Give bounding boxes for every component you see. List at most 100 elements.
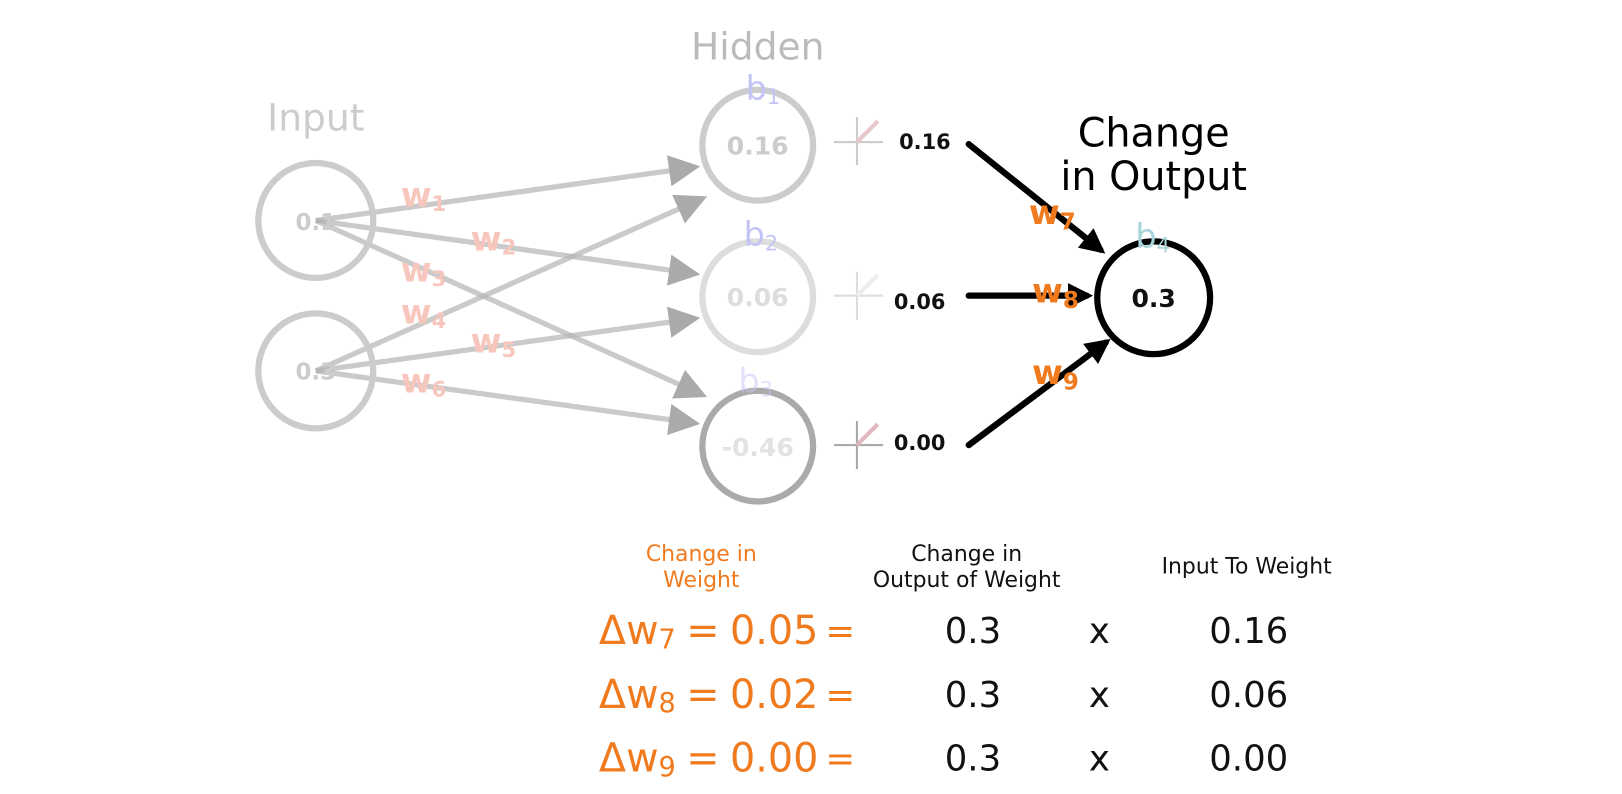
times: x	[1089, 611, 1110, 652]
weight-label: w1	[401, 175, 446, 216]
weight-index: 6	[432, 378, 447, 402]
bias-symbol: b	[744, 215, 765, 254]
connection	[315, 217, 701, 286]
activation-icon	[833, 271, 884, 320]
weight-label: w6	[401, 361, 446, 402]
weight-index: 7	[1060, 209, 1076, 235]
equals: =	[825, 739, 855, 780]
table-header: Change in	[911, 542, 1022, 567]
bias-symbol: b	[738, 361, 759, 400]
bias-index: 3	[760, 378, 773, 402]
times: x	[1089, 739, 1110, 780]
weight-index: 9	[659, 751, 676, 782]
bias-index: 2	[765, 231, 778, 255]
bias-index: 1	[767, 85, 780, 109]
input-value: 0.06	[1209, 675, 1288, 716]
weight-symbol: w	[401, 292, 432, 331]
connection	[314, 218, 708, 399]
bias-symbol: b	[746, 68, 767, 107]
delta: Δ	[599, 735, 626, 781]
bias-label: b4	[1135, 217, 1170, 258]
weight-symbol: w	[626, 671, 658, 717]
activation-icon	[833, 117, 884, 166]
output-connection	[965, 338, 1111, 449]
weight-change: Δw7 = 0.05	[599, 608, 818, 655]
weight-symbol: w	[1032, 353, 1063, 392]
input-connections	[314, 155, 708, 436]
weight-index: 9	[1063, 369, 1079, 395]
input-value: 0.16	[1209, 611, 1288, 652]
weight-index: 1	[432, 192, 447, 216]
weight-symbol: w	[626, 608, 658, 654]
bias-label: b3	[738, 361, 773, 402]
weight-change: Δw9 = 0.00	[599, 735, 818, 782]
weight-symbol: w	[1029, 193, 1060, 232]
output-change: 0.3	[945, 739, 1001, 780]
weight-change: Δw8 = 0.02	[599, 671, 818, 718]
change-value: 0.00	[730, 735, 818, 781]
weight-symbol: w	[401, 250, 432, 289]
weight-label: w2	[471, 219, 516, 260]
connection	[315, 368, 701, 436]
weight-label: w9	[1032, 353, 1079, 395]
weight-index: 7	[659, 624, 676, 655]
hidden-value: 0.06	[727, 283, 789, 312]
weight-symbol: w	[626, 735, 658, 781]
activation-icon	[833, 421, 884, 470]
input-title: Input	[267, 96, 364, 140]
connection	[314, 194, 708, 374]
weight-index: 5	[502, 338, 517, 362]
delta: Δ	[599, 671, 626, 717]
weight-index: 4	[432, 309, 447, 333]
weight-index: 8	[659, 688, 676, 719]
weight-label: w8	[1032, 271, 1079, 313]
output-change: 0.3	[945, 675, 1001, 716]
output-change: 0.3	[945, 611, 1001, 652]
weight-symbol: w	[401, 361, 432, 400]
hidden-node	[699, 238, 817, 356]
equals: =	[686, 735, 719, 781]
input-value: 0.3	[295, 359, 336, 385]
delta: Δ	[599, 608, 626, 654]
connection	[315, 155, 701, 224]
equals: =	[825, 675, 855, 716]
hidden-title: Hidden	[691, 25, 824, 69]
equals: =	[686, 608, 719, 654]
times: x	[1089, 675, 1110, 716]
input-node	[255, 310, 377, 432]
hidden-value: -0.46	[722, 433, 794, 462]
change-value: 0.05	[730, 608, 818, 654]
input-node	[255, 159, 377, 282]
weight-index: 8	[1063, 287, 1079, 313]
weight-symbol: w	[1032, 271, 1063, 310]
table-header: Weight	[663, 568, 740, 593]
bias-index: 4	[1157, 234, 1170, 258]
weight-index: 3	[432, 267, 447, 291]
weight-label: w7	[1029, 193, 1076, 235]
weight-symbol: w	[471, 321, 502, 360]
hidden-value: 0.16	[727, 131, 789, 160]
output-node	[1094, 238, 1214, 358]
weight-symbol: w	[471, 219, 502, 258]
weight-label: w3	[401, 250, 446, 291]
activation-value: 0.16	[899, 130, 951, 154]
equals: =	[686, 671, 719, 717]
weight-index: 2	[502, 236, 517, 260]
connection	[315, 306, 701, 374]
equals: =	[825, 611, 855, 652]
hidden-node	[699, 86, 817, 204]
weight-label: w5	[471, 321, 516, 362]
activation-icons	[833, 117, 884, 470]
activation-value: 0.06	[894, 290, 946, 314]
input-value: 0.1	[295, 210, 336, 236]
table-header: Change in	[646, 542, 757, 567]
output-title: Change	[1078, 110, 1230, 156]
output-value: 0.3	[1131, 284, 1175, 313]
bias-label: b2	[744, 215, 779, 256]
change-value: 0.02	[730, 671, 818, 717]
table-header: Output of Weight	[873, 568, 1061, 593]
table-header: Input To Weight	[1162, 554, 1333, 579]
weight-label: w4	[401, 292, 446, 333]
